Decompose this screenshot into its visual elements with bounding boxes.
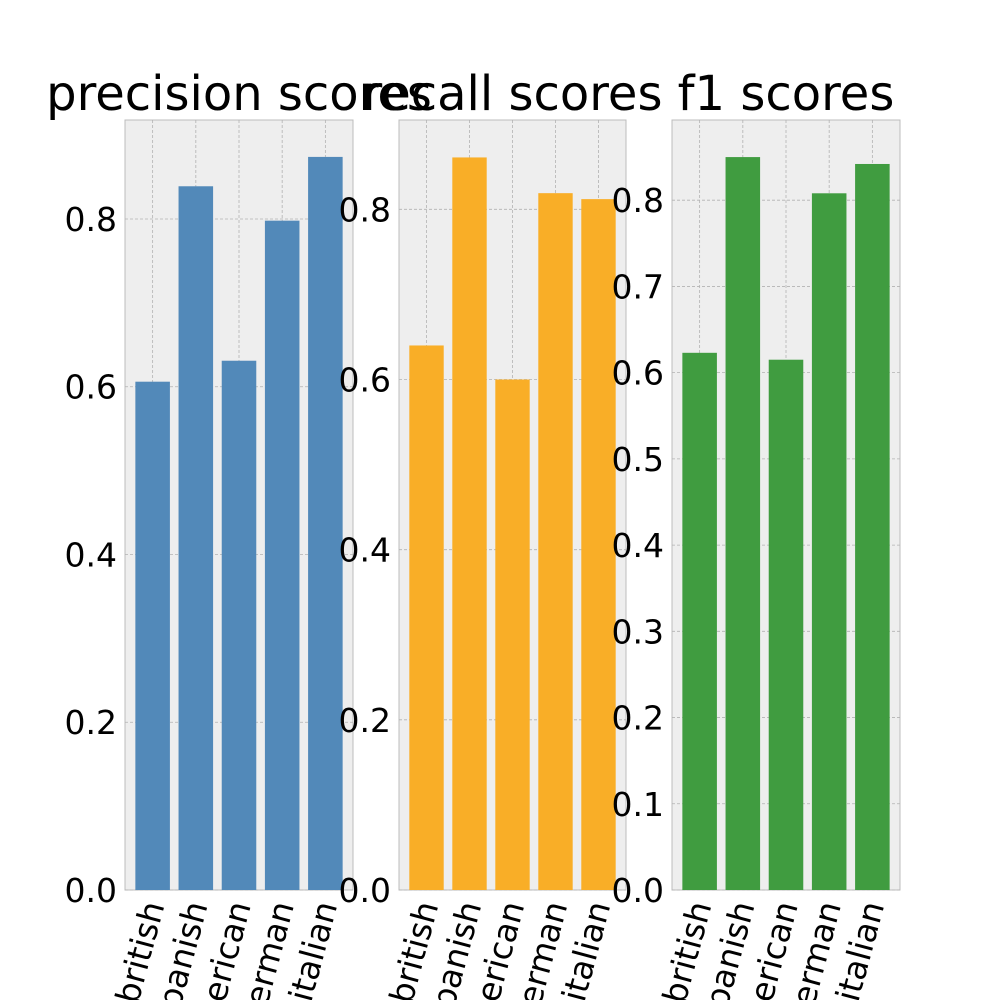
bar — [264, 220, 300, 891]
y-tick-label: 0.0 — [65, 871, 117, 910]
y-tick-label: 0.6 — [612, 354, 664, 393]
bar — [682, 352, 717, 890]
y-tick-label: 0.0 — [339, 871, 391, 910]
bar — [855, 163, 890, 891]
bar — [538, 193, 573, 890]
y-tick-label: 0.4 — [339, 531, 391, 570]
bar — [178, 186, 214, 890]
bar — [581, 199, 616, 890]
y-tick-label: 0.2 — [612, 699, 664, 738]
chart-title: f1 scores — [678, 66, 895, 122]
y-tick-label: 0.2 — [65, 703, 117, 742]
bar — [409, 345, 444, 890]
y-tick-label: 0.4 — [612, 526, 664, 565]
y-tick-label: 0.1 — [612, 785, 664, 824]
y-tick-label: 0.6 — [65, 368, 117, 407]
bar — [221, 360, 257, 890]
chart-title: recall scores — [363, 66, 663, 122]
bar — [135, 381, 170, 890]
y-tick-label: 0.5 — [612, 440, 664, 479]
y-tick-label: 0.2 — [339, 701, 391, 740]
bar — [768, 359, 804, 890]
chart-title: precision scores — [46, 66, 432, 122]
y-tick-label: 0.4 — [65, 535, 117, 574]
bar — [308, 156, 343, 890]
y-tick-label: 0.3 — [612, 612, 664, 651]
y-tick-label: 0.7 — [612, 267, 664, 306]
y-tick-label: 0.8 — [612, 181, 664, 220]
y-tick-label: 0.8 — [65, 200, 117, 239]
y-tick-label: 0.6 — [339, 361, 391, 400]
y-tick-label: 0.8 — [339, 190, 391, 229]
bar — [495, 379, 530, 890]
bar — [811, 193, 847, 891]
y-tick-label: 0.0 — [612, 871, 664, 910]
bar — [725, 157, 761, 890]
bar — [452, 157, 487, 890]
